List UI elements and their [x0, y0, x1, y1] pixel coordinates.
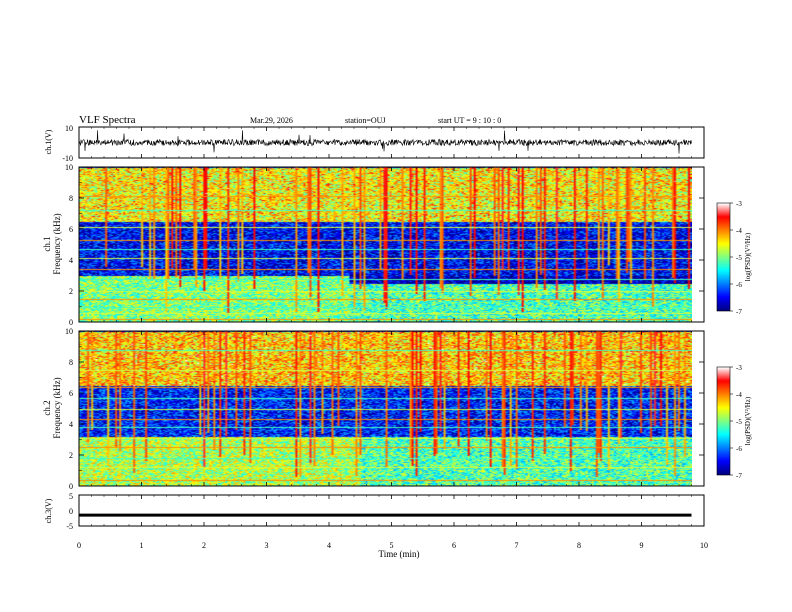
y-tick-label: 10 [65, 327, 73, 336]
ch1-waveform-ylabel: ch.1(V) [44, 129, 53, 154]
start-time-label: start UT = 9 : 10 : 0 [438, 116, 501, 125]
colorbar-tick-label: -3 [736, 364, 742, 372]
x-tick-label: 4 [327, 541, 331, 550]
x-tick-label: 5 [390, 541, 394, 550]
y-tick-label: 10 [65, 163, 73, 172]
ch2-yticks: 0 2 4 6 8 10 [65, 327, 704, 491]
ch1-waveform-trace [78, 130, 692, 154]
x-axis-tick-marks [78, 127, 705, 526]
ch2-frequency-label: Frequency (kHz) [52, 377, 62, 438]
colorbar-tick-label: -7 [736, 308, 742, 316]
colorbar-tick-label: -6 [736, 445, 742, 453]
colorbar-tick-label: -5 [736, 254, 742, 262]
ch1-ytick-top: 10 [65, 124, 73, 133]
ch1-waveform-panel: 10 -10 ch.1(V) [44, 124, 705, 163]
y-tick-label: 2 [69, 451, 73, 460]
y-tick-label: 2 [69, 287, 73, 296]
x-axis-label: Time (min) [379, 549, 420, 559]
x-tick-label: 1 [140, 541, 144, 550]
date-label: Mar.29, 2026 [250, 116, 293, 125]
station-label: station=OUJ [345, 116, 386, 125]
y-tick-label: 4 [69, 420, 73, 429]
y-tick-label: 8 [69, 194, 73, 203]
ch1-yticks: 0 2 4 6 8 10 [65, 163, 704, 327]
ch1-spectrogram-image [79, 167, 692, 322]
ch1-colorbar [717, 203, 730, 311]
y-tick-label: 0 [69, 318, 73, 327]
ch1-colorbar-label: log(PSD)(V²/Hz) [744, 232, 752, 281]
y-tick-label: 0 [69, 482, 73, 491]
y-tick-label: 6 [69, 389, 73, 398]
ch1-spectrogram-ylabel: ch.1 [42, 236, 52, 251]
y-tick-label: 4 [69, 256, 73, 265]
x-tick-label: 3 [265, 541, 269, 550]
ch2-spectrogram-ylabel: ch.2 [42, 400, 52, 415]
ch1-frequency-label: Frequency (kHz) [52, 213, 62, 274]
colorbar-tick-label: -6 [736, 281, 742, 289]
x-tick-label: 0 [77, 541, 81, 550]
x-tick-label: 2 [202, 541, 206, 550]
colorbar-tick-label: -5 [736, 418, 742, 426]
x-axis-tick-labels: 0 1 2 3 4 5 6 7 8 9 10 [77, 541, 708, 550]
x-tick-label: 8 [577, 541, 581, 550]
ch3-ytick-bottom: -5 [66, 522, 73, 531]
ch2-colorbar-ticks: -3 -4 -5 -6 -7 [730, 364, 742, 480]
colorbar-tick-label: -3 [736, 200, 742, 208]
ch2-spectrogram-image [79, 331, 692, 486]
ch3-ytick-mid: 0 [69, 507, 73, 516]
y-tick-label: 8 [69, 358, 73, 367]
ch2-colorbar-label: log(PSD)(V²/Hz) [744, 396, 752, 445]
y-tick-label: 6 [69, 225, 73, 234]
ch3-waveform-panel: 5 0 -5 ch.3(V) [44, 492, 705, 531]
ch1-ytick-bottom: -10 [62, 154, 73, 163]
colorbar-tick-label: -4 [736, 391, 742, 399]
colorbar-tick-label: -7 [736, 472, 742, 480]
ch2-colorbar [717, 367, 730, 475]
ch3-ytick-top: 5 [69, 492, 73, 501]
x-tick-label: 10 [700, 541, 708, 550]
colorbar-tick-label: -4 [736, 227, 742, 235]
ch1-colorbar-ticks: -3 -4 -5 -6 -7 [730, 200, 742, 316]
x-tick-label: 6 [452, 541, 456, 550]
ch3-waveform-frame [78, 494, 705, 527]
x-tick-label: 7 [515, 541, 519, 550]
x-tick-label: 9 [640, 541, 644, 550]
ch3-waveform-ylabel: ch.3(V) [44, 498, 53, 523]
figure-title: VLF Spectra [79, 114, 136, 126]
